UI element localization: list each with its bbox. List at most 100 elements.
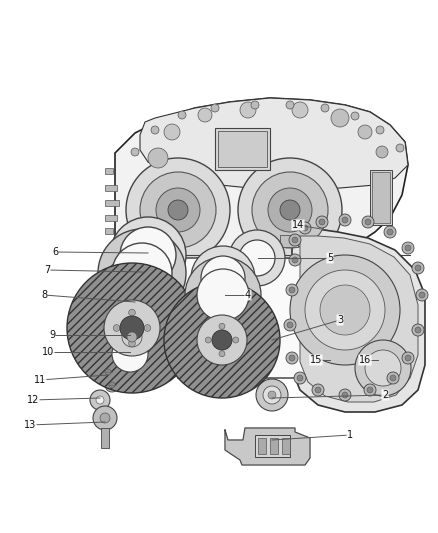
Bar: [270, 438, 278, 454]
Circle shape: [412, 324, 424, 336]
Text: 5: 5: [327, 253, 333, 263]
Text: 10: 10: [42, 347, 54, 357]
Circle shape: [219, 351, 225, 357]
Circle shape: [105, 378, 119, 392]
Circle shape: [256, 379, 288, 411]
Circle shape: [289, 254, 301, 266]
Circle shape: [280, 200, 300, 220]
Polygon shape: [225, 428, 310, 465]
Bar: [370, 170, 392, 225]
Bar: [178, 258, 313, 378]
Circle shape: [292, 102, 308, 118]
Circle shape: [358, 125, 372, 139]
Circle shape: [90, 390, 110, 410]
Circle shape: [212, 330, 232, 350]
Circle shape: [168, 200, 188, 220]
Bar: [280, 235, 298, 247]
Circle shape: [100, 413, 110, 423]
Circle shape: [268, 391, 276, 399]
Circle shape: [315, 387, 321, 393]
Text: 11: 11: [34, 375, 46, 385]
Circle shape: [191, 246, 255, 310]
Circle shape: [412, 262, 424, 274]
Circle shape: [198, 108, 212, 122]
Text: 1: 1: [347, 430, 353, 440]
Polygon shape: [140, 98, 408, 190]
Circle shape: [292, 257, 298, 263]
Circle shape: [197, 315, 247, 365]
Polygon shape: [300, 236, 418, 402]
Text: 16: 16: [359, 355, 371, 365]
Circle shape: [416, 289, 428, 301]
Circle shape: [144, 325, 151, 332]
Circle shape: [402, 352, 414, 364]
Circle shape: [233, 337, 239, 343]
Circle shape: [219, 323, 225, 329]
Circle shape: [302, 225, 308, 231]
Bar: [105, 228, 113, 234]
Circle shape: [129, 309, 135, 316]
Text: 3: 3: [337, 315, 343, 325]
Circle shape: [376, 126, 384, 134]
Circle shape: [376, 146, 388, 158]
Text: 6: 6: [52, 247, 58, 257]
Circle shape: [96, 396, 104, 404]
Circle shape: [105, 369, 111, 375]
Bar: [255, 435, 290, 457]
Circle shape: [419, 292, 425, 298]
Circle shape: [252, 172, 328, 248]
Circle shape: [342, 217, 348, 223]
Circle shape: [263, 386, 281, 404]
Circle shape: [229, 230, 285, 286]
Circle shape: [110, 217, 186, 293]
Circle shape: [339, 389, 351, 401]
Circle shape: [405, 355, 411, 361]
Text: 15: 15: [310, 355, 322, 365]
Circle shape: [164, 124, 180, 140]
Circle shape: [365, 350, 401, 386]
Circle shape: [365, 219, 371, 225]
Circle shape: [289, 355, 295, 361]
Circle shape: [316, 216, 328, 228]
Circle shape: [185, 257, 261, 333]
Circle shape: [129, 340, 135, 347]
Circle shape: [112, 271, 160, 319]
Circle shape: [205, 337, 211, 343]
Circle shape: [122, 327, 142, 347]
Circle shape: [339, 214, 351, 226]
Circle shape: [387, 372, 399, 384]
Circle shape: [197, 269, 249, 321]
Circle shape: [320, 285, 370, 335]
Circle shape: [112, 243, 172, 303]
Circle shape: [289, 287, 295, 293]
Circle shape: [355, 340, 411, 396]
Circle shape: [294, 372, 306, 384]
Bar: [218, 131, 267, 167]
Circle shape: [286, 352, 298, 364]
Text: 8: 8: [41, 290, 47, 300]
Circle shape: [240, 102, 256, 118]
Bar: [258, 438, 266, 454]
Bar: [105, 215, 117, 221]
Polygon shape: [112, 330, 152, 344]
Circle shape: [284, 319, 296, 331]
Circle shape: [239, 240, 275, 276]
Text: 9: 9: [49, 330, 55, 340]
Circle shape: [297, 375, 303, 381]
Circle shape: [268, 188, 312, 232]
Circle shape: [238, 158, 342, 262]
Circle shape: [113, 325, 120, 332]
Circle shape: [286, 101, 294, 109]
Circle shape: [104, 300, 160, 356]
Circle shape: [127, 332, 137, 342]
Text: 2: 2: [382, 390, 388, 400]
Text: 4: 4: [245, 290, 251, 300]
Circle shape: [131, 148, 139, 156]
Bar: [372, 172, 390, 223]
Circle shape: [396, 144, 404, 152]
Circle shape: [120, 227, 176, 283]
Circle shape: [164, 282, 280, 398]
Bar: [105, 168, 113, 174]
Text: 13: 13: [24, 420, 36, 430]
Bar: [101, 428, 109, 448]
